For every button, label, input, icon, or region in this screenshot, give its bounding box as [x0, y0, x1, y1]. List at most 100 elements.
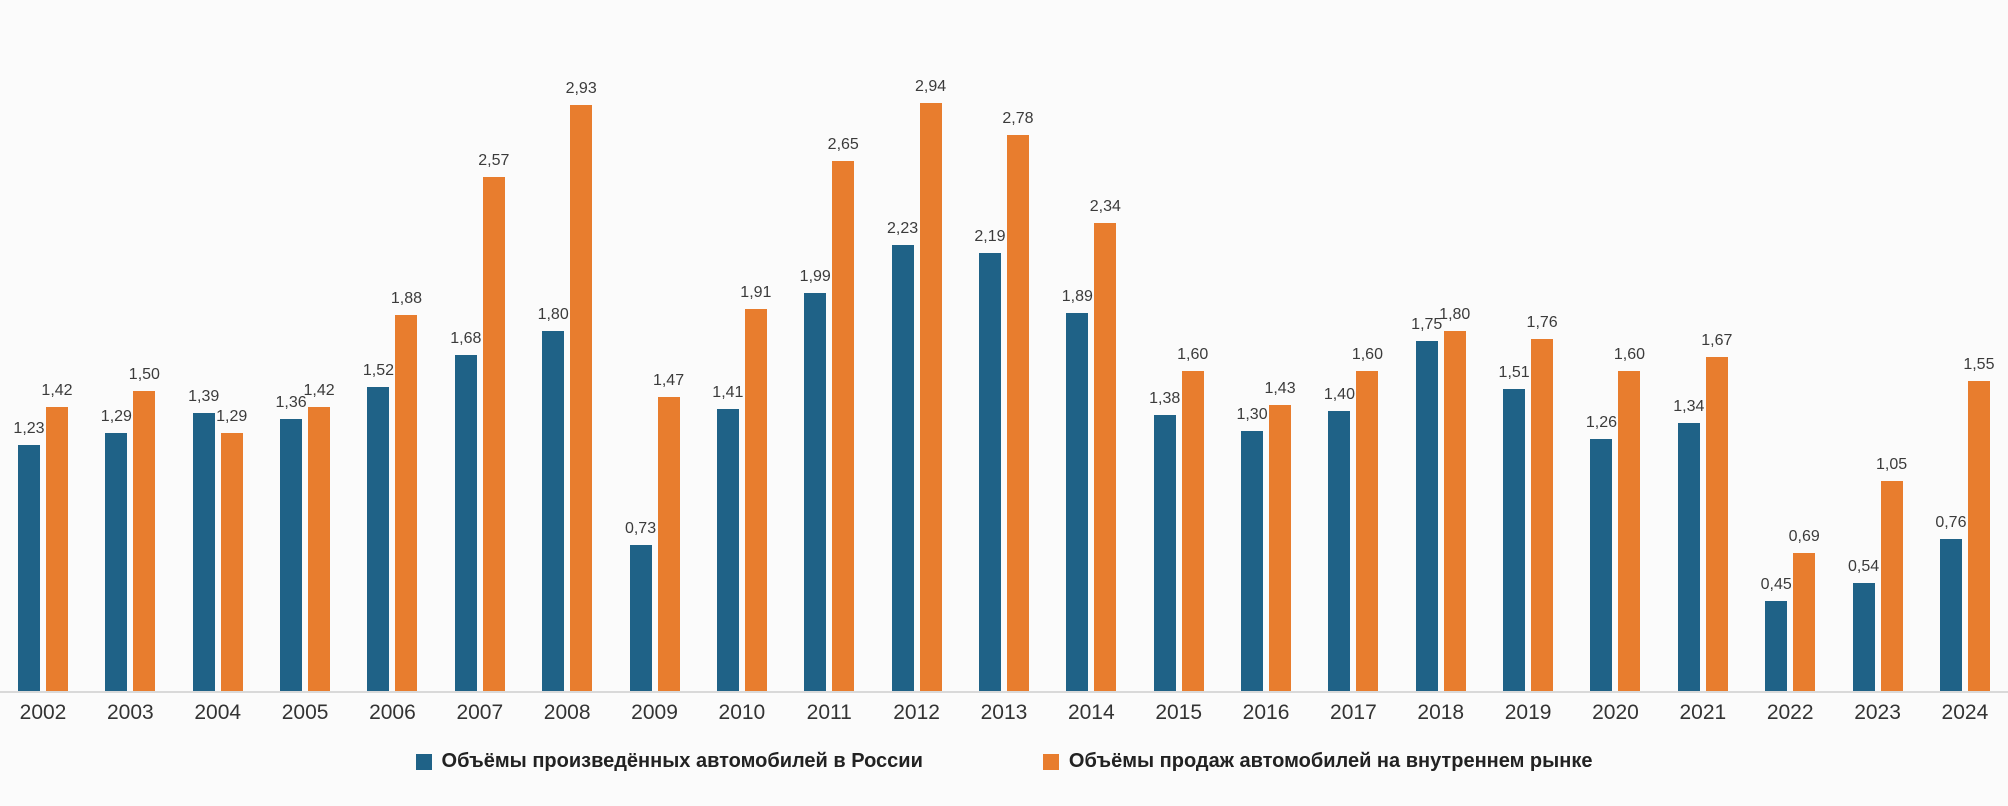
bar-value-label: 1,42	[303, 382, 335, 399]
x-axis-label: 2004	[194, 701, 242, 724]
year-group: 1,38 1,60 2015	[1149, 0, 1208, 725]
bar-pair: 1,23 1,42	[13, 0, 73, 691]
x-axis-label: 2017	[1330, 701, 1377, 724]
bar-value-label: 0,69	[1788, 528, 1820, 545]
bar: 1,47	[653, 372, 684, 691]
year-group: 1,89 2,34 2014	[1062, 0, 1121, 725]
bar-value-label: 1,36	[275, 394, 307, 411]
bar-pair: 0,54 1,05	[1848, 0, 1907, 691]
bar: 1,36	[276, 394, 307, 691]
legend-label: Объёмы продаж автомобилей на внутреннем …	[1068, 750, 1593, 772]
bar-value-label: 2,23	[887, 220, 919, 237]
bar-value-label: 2,65	[827, 136, 859, 153]
bar: 2,23	[887, 220, 918, 691]
bar-value-label: 1,91	[740, 284, 772, 301]
bar-value-label: 1,29	[100, 408, 132, 425]
bar-value-label: 1,30	[1236, 406, 1268, 423]
bar-value-label: 1,88	[390, 290, 423, 307]
bar: 1,43	[1264, 380, 1296, 691]
bar-value-label: 1,38	[1149, 390, 1181, 407]
bar: 1,29	[101, 408, 132, 691]
bar-value-label: 1,60	[1351, 346, 1383, 363]
bar-value-label: 1,89	[1061, 288, 1093, 305]
bar-value-label: 0,45	[1760, 576, 1792, 593]
x-axis-line	[0, 691, 2008, 693]
bar-value-label: 1,55	[1963, 356, 1995, 373]
x-axis-label: 2021	[1679, 701, 1727, 724]
bar-pair: 1,41 1,91	[712, 0, 771, 691]
legend-label: Объёмы произведённых автомобилей в Росси…	[441, 750, 923, 772]
bar-pair: 1,68 2,57	[450, 0, 509, 691]
bar: 1,52	[363, 362, 394, 691]
bar: 0,73	[625, 520, 656, 691]
bar: 0,54	[1848, 558, 1879, 691]
year-group: 1,39 1,29 2004	[188, 0, 247, 725]
bar: 1,41	[712, 384, 743, 691]
bar: 1,30	[1236, 406, 1268, 691]
bar: 0,45	[1761, 576, 1792, 691]
year-group: 0,73 1,47 2009	[625, 0, 684, 725]
bar: 1,75	[1411, 316, 1442, 691]
bar-value-label: 1,80	[1439, 306, 1471, 323]
x-axis-label: 2015	[1155, 701, 1203, 724]
year-group: 1,75 1,80 2018	[1411, 0, 1470, 725]
year-group: 2,19 2,78 2013	[974, 0, 1033, 725]
x-axis-label: 2014	[1067, 701, 1115, 724]
bar: 1,42	[304, 382, 335, 691]
x-axis-label: 2002	[19, 701, 67, 724]
bar: 1,29	[216, 408, 247, 691]
x-axis-label: 2019	[1504, 701, 1552, 724]
plot-area: 1,23 1,42 2002 1,29 1,50 2003 1,39 1,29 2004 1,36…	[13, 0, 1994, 725]
bar-value-label: 1,34	[1673, 398, 1705, 415]
bar: 1,39	[188, 388, 219, 691]
bar-pair: 1,51 1,76	[1499, 0, 1558, 691]
bar: 1,23	[13, 420, 45, 691]
bar-value-label: 0,54	[1847, 558, 1880, 575]
x-axis-label: 2016	[1242, 701, 1290, 724]
x-axis-label: 2018	[1417, 701, 1465, 724]
bar: 1,42	[41, 382, 73, 691]
bar: 0,69	[1789, 528, 1820, 691]
bar: 1,05	[1876, 456, 1907, 691]
legend-marker	[415, 753, 432, 770]
bar: 2,34	[1090, 198, 1121, 691]
bar: 0,76	[1935, 514, 1966, 691]
bar: 1,26	[1586, 414, 1617, 691]
bar: 1,51	[1499, 364, 1530, 691]
year-group: 1,51 1,76 2019	[1499, 0, 1558, 725]
bar: 1,40	[1324, 386, 1355, 691]
x-axis-label: 2007	[456, 701, 504, 724]
year-group: 1,26 1,60 2020	[1586, 0, 1645, 725]
legend: Объёмы произведённых автомобилей в Росси…	[0, 750, 2008, 773]
year-group: 1,41 1,91 2010	[712, 0, 771, 725]
bar-pair: 1,29 1,50	[101, 0, 160, 691]
x-axis-label: 2012	[893, 701, 940, 724]
bar-value-label: 1,50	[128, 366, 160, 383]
bar: 1,34	[1673, 398, 1704, 691]
bar-pair: 0,45 0,69	[1761, 0, 1820, 691]
bar-value-label: 1,75	[1411, 316, 1443, 333]
bar-pair: 0,73 1,47	[625, 0, 684, 691]
year-group: 1,99 2,65 2011	[800, 0, 859, 725]
bar-pair: 0,76 1,55	[1935, 0, 1994, 691]
x-axis-label: 2008	[543, 701, 591, 724]
year-group: 1,80 2,93 2008	[538, 0, 597, 725]
bar-value-label: 1,80	[537, 306, 569, 323]
bar: 2,19	[974, 228, 1006, 691]
bar-value-label: 1,68	[450, 330, 482, 347]
year-group: 1,40 1,60 2017	[1324, 0, 1383, 725]
bar-value-label: 1,99	[799, 268, 831, 285]
bar: 1,60	[1614, 346, 1645, 691]
bar: 2,94	[915, 78, 946, 691]
bar-pair: 1,89 2,34	[1062, 0, 1121, 691]
bar: 1,60	[1352, 346, 1383, 691]
year-group: 0,45 0,69 2022	[1761, 0, 1820, 725]
bar-value-label: 1,23	[13, 420, 45, 437]
x-axis-label: 2020	[1592, 701, 1639, 724]
bar: 1,99	[800, 268, 831, 691]
bar-pair: 1,40 1,60	[1324, 0, 1383, 691]
bar: 1,91	[740, 284, 771, 691]
x-axis-label: 2006	[369, 701, 416, 724]
bar-value-label: 2,57	[478, 152, 510, 169]
